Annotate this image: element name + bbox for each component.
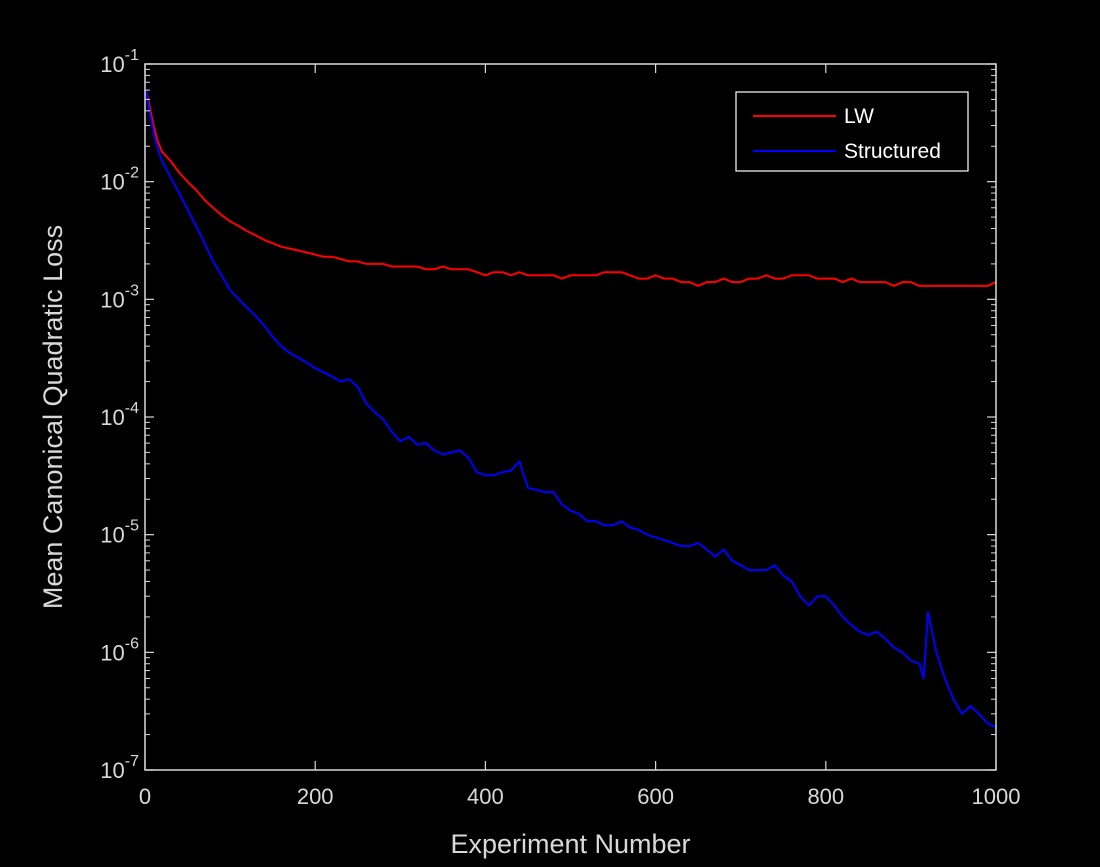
y-tick-label: 10-7 — [100, 753, 139, 783]
y-axis-title: Mean Canonical Quadratic Loss — [38, 225, 68, 609]
y-tick-label: 10-6 — [100, 635, 139, 665]
x-tick-label: 0 — [139, 784, 151, 809]
legend-box — [735, 91, 969, 172]
series-line-0 — [145, 89, 996, 287]
legend-label-0: LW — [844, 105, 874, 128]
y-tick-label-base: 10 — [100, 640, 124, 665]
x-tick-label: 800 — [807, 784, 844, 809]
x-tick-label: 200 — [297, 784, 334, 809]
y-tick-label-base: 10 — [100, 405, 124, 430]
y-tick-label-exponent: -6 — [125, 635, 139, 652]
y-tick-label: 10-1 — [100, 47, 139, 77]
ticks-layer: 0 200 400 600 800 100010-110-210-310-410-510-… — [100, 47, 1020, 809]
y-tick-label-base: 10 — [100, 287, 124, 312]
series-layer — [145, 89, 996, 729]
y-tick-label-base: 10 — [100, 523, 124, 548]
y-tick-label-base: 10 — [100, 52, 124, 77]
y-tick-label-exponent: -2 — [125, 165, 139, 182]
y-tick-label: 10-2 — [100, 165, 139, 195]
y-tick-label: 10-5 — [100, 518, 139, 548]
y-tick-label-exponent: -4 — [125, 400, 139, 417]
y-tick-label: 10-4 — [100, 400, 139, 430]
y-tick-label-exponent: -1 — [125, 47, 139, 64]
x-axis-title: Experiment Number — [450, 829, 690, 859]
series-line-1 — [145, 89, 996, 729]
legend: LW Structured — [735, 91, 969, 172]
x-tick-label: 600 — [637, 784, 674, 809]
x-tick-label: 400 — [467, 784, 504, 809]
y-tick-label-exponent: -3 — [125, 282, 139, 299]
y-tick-label-base: 10 — [100, 758, 124, 783]
y-tick-label-exponent: -5 — [125, 518, 139, 535]
x-tick-label: 1000 — [972, 784, 1021, 809]
y-tick-label-exponent: -7 — [125, 753, 139, 770]
y-tick-label-base: 10 — [100, 170, 124, 195]
legend-label-1: Structured — [844, 140, 941, 163]
y-tick-label: 10-3 — [100, 282, 139, 312]
